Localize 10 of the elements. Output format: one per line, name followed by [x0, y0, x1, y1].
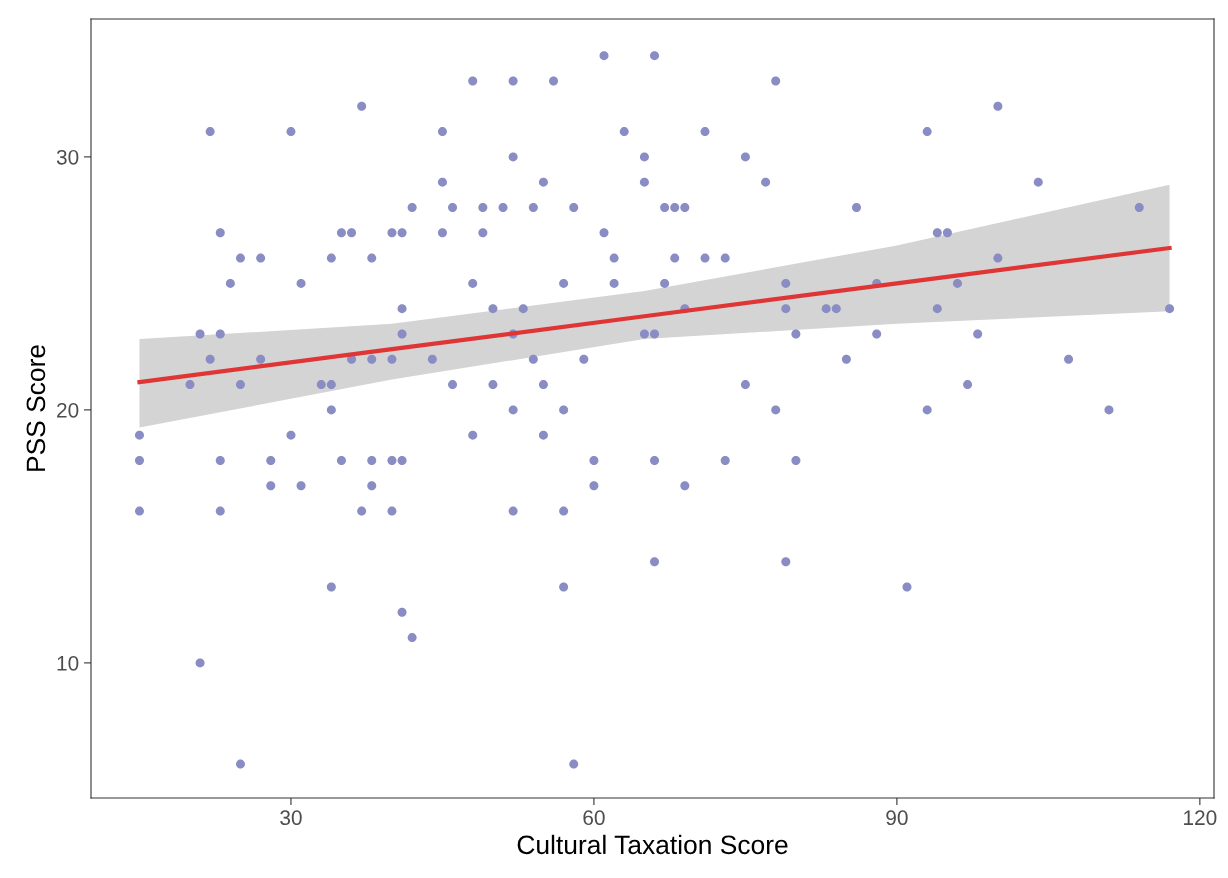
- y-tick-label: 30: [56, 149, 79, 165]
- y-tick-label: 20: [57, 402, 79, 418]
- y-tick-label: 10: [57, 655, 79, 671]
- x-axis-title: Cultural Taxation Score: [517, 834, 788, 855]
- line-series: [137, 245, 1172, 385]
- y-axis-title: PSS Score: [26, 345, 46, 471]
- x-tick-label: 30: [280, 810, 302, 826]
- x-tick-label: 60: [583, 810, 605, 826]
- x-tick-label: 120: [1184, 810, 1217, 826]
- x-tick-label: 90: [886, 810, 908, 826]
